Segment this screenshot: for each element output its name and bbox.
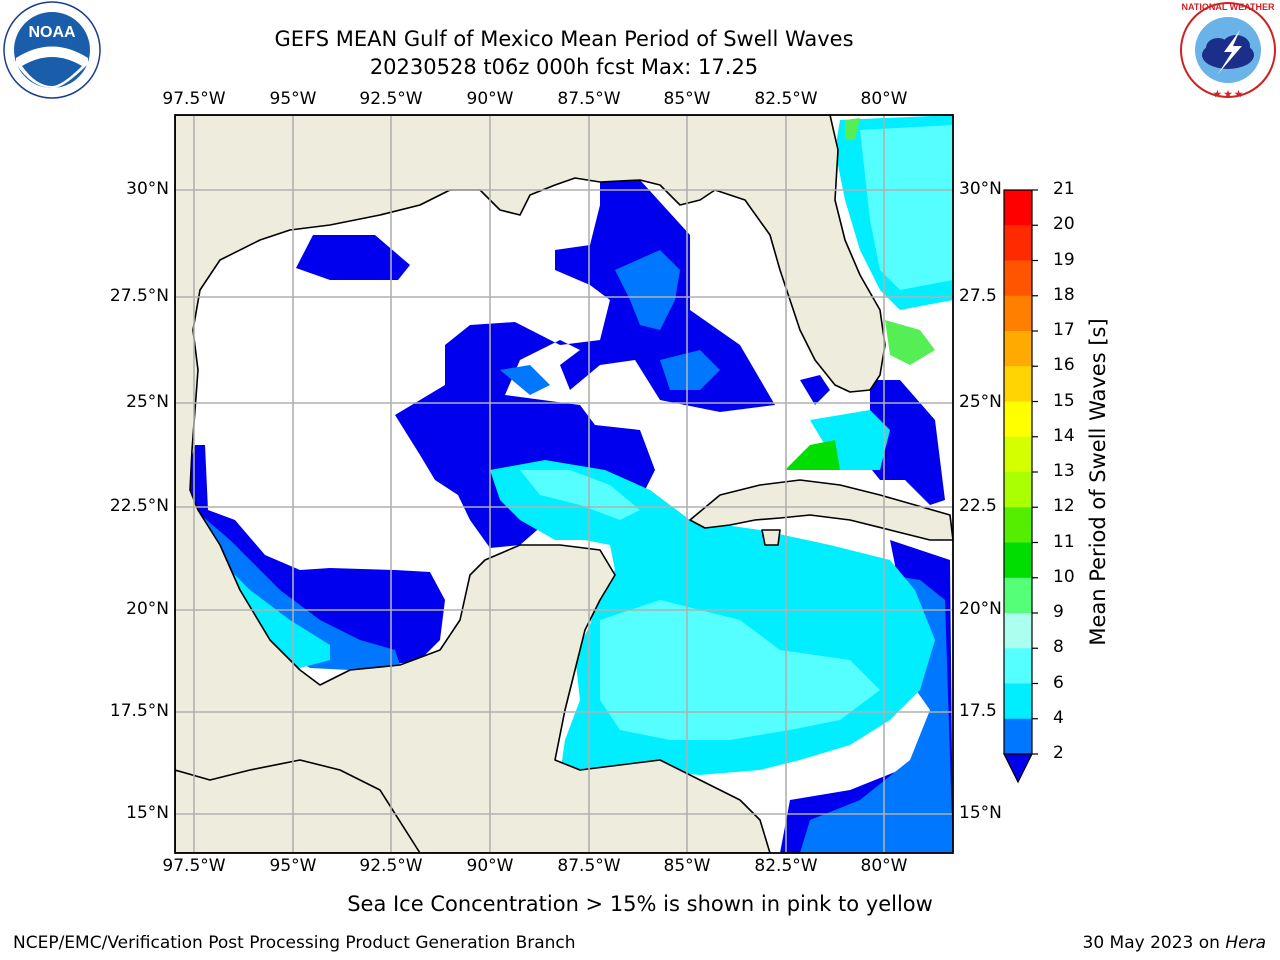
lon-label-top: 80°W (860, 89, 908, 109)
lon-label-top: 95°W (269, 89, 317, 109)
lat-label-left: 20°N (126, 599, 169, 619)
lon-label-bottom: 80°W (860, 856, 908, 876)
colorbar-segment (1004, 366, 1032, 402)
lon-label-bottom: 97.5°W (162, 856, 226, 876)
plot-title: GEFS MEAN Gulf of Mexico Mean Period of … (274, 27, 854, 51)
colorbar-extend-arrow (1003, 753, 1033, 784)
lat-label-left: 27.5°N (109, 286, 169, 306)
lat-label-left: 15°N (126, 803, 169, 823)
plot-subtitle: 20230528 t06z 000h fcst Max: 17.25 (369, 55, 759, 79)
colorbar-tick-label: 11 (1053, 531, 1075, 552)
colorbar-segment (1004, 331, 1032, 367)
footer-date: 30 May 2023 on Hera (1083, 933, 1267, 953)
lon-label-top: 90°W (466, 89, 514, 109)
sea-ice-note: Sea Ice Concentration > 15% is shown in … (347, 892, 933, 916)
colorbar-tick-label: 17 (1053, 320, 1075, 340)
colorbar-tick-label: 16 (1053, 355, 1075, 376)
lon-label-top: 85°W (663, 89, 711, 109)
colorbar-tick-label: 8 (1053, 637, 1064, 658)
footer-machine: Hera (1225, 933, 1266, 953)
svg-text:NATIONAL WEATHER: NATIONAL WEATHER (1182, 2, 1275, 12)
lat-label-left: 22.5°N (109, 496, 169, 516)
lat-label-left: 17.5°N (109, 701, 169, 721)
svg-text:★ ★ ★: ★ ★ ★ (1213, 89, 1243, 99)
colorbar-tick-label: 13 (1053, 461, 1075, 481)
colorbar-segment (1004, 190, 1032, 226)
colorbar-tick-label: 19 (1053, 249, 1075, 270)
noaa-logo-text: NOAA (28, 24, 76, 41)
lon-label-bottom: 90°W (466, 856, 514, 876)
colorbar-segment (1004, 683, 1032, 720)
lat-label-right: 17.5 (959, 701, 997, 721)
lat-label-right: 15°N (959, 803, 1002, 823)
colorbar-tick-label: 18 (1053, 284, 1075, 305)
colorbar (1003, 189, 1038, 784)
lon-label-top: 87.5°W (557, 89, 621, 109)
colorbar-tick-label: 15 (1053, 390, 1075, 411)
lon-label-bottom: 92.5°W (359, 856, 423, 876)
graticule (175, 115, 953, 853)
colorbar-segment (1004, 472, 1032, 508)
lon-label-top: 92.5°W (359, 89, 423, 109)
colorbar-tick-label: 10 (1053, 566, 1075, 587)
lon-label-top: 82.5°W (754, 89, 818, 109)
colorbar-segment (1004, 648, 1032, 684)
map-frame (174, 114, 954, 854)
colorbar-tick-label: 12 (1053, 496, 1075, 517)
lat-label-left: 25°N (126, 392, 169, 412)
colorbar-segment (1004, 577, 1032, 614)
colorbar-segment (1004, 295, 1032, 332)
lat-label-right: 20°N (959, 599, 1002, 619)
colorbar-segment (1004, 718, 1032, 755)
footer-credit: NCEP/EMC/Verification Post Processing Pr… (13, 933, 576, 953)
lon-label-bottom: 95°W (269, 856, 317, 876)
colorbar-tick-label: 9 (1053, 602, 1064, 622)
colorbar-segment (1004, 225, 1032, 261)
colorbar-segment (1004, 401, 1032, 438)
lon-label-top: 97.5°W (162, 89, 226, 109)
nws-logo: NATIONAL WEATHER ★ ★ ★ (1178, 0, 1278, 100)
colorbar-tick-label: 14 (1053, 425, 1075, 446)
lat-label-right: 22.5 (959, 496, 997, 516)
lon-label-bottom: 87.5°W (557, 856, 621, 876)
colorbar-segment (1004, 436, 1032, 473)
lat-label-right: 25°N (959, 392, 1002, 412)
footer-date-text: 30 May 2023 on (1082, 933, 1226, 953)
lon-label-bottom: 85°W (663, 856, 711, 876)
colorbar-tick-label: 2 (1053, 743, 1064, 763)
colorbar-tick-label: 20 (1053, 214, 1075, 235)
colorbar-label: Mean Period of Swell Waves [s] (1086, 318, 1110, 646)
colorbar-segment (1004, 542, 1032, 579)
colorbar-segment (1004, 613, 1032, 649)
colorbar-tick-label: 21 (1053, 179, 1075, 199)
colorbar-segment (1004, 260, 1032, 297)
colorbar-tick-label: 4 (1053, 707, 1064, 728)
lon-label-bottom: 82.5°W (754, 856, 818, 876)
lat-label-right: 30°N (959, 179, 1002, 199)
colorbar-tick-label: 6 (1053, 672, 1064, 693)
lat-label-right: 27.5 (959, 286, 997, 306)
colorbar-segment (1004, 507, 1032, 543)
lat-label-left: 30°N (126, 179, 169, 199)
noaa-logo: NOAA (2, 0, 102, 100)
